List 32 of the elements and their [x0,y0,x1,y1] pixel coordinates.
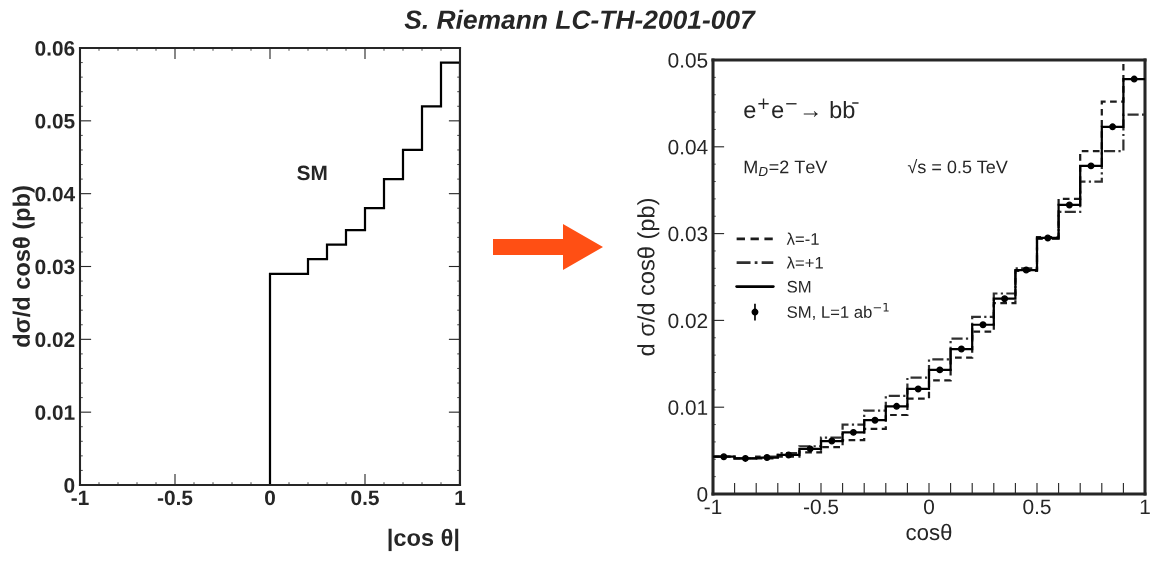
y-tick-label: 0.06 [35,41,75,56]
y-tick-label: 0.05 [668,53,708,68]
annotation: M$_{D}$=2 TeV [744,160,828,177]
y-tick-label: 0.03 [35,259,75,275]
x-tick-label: -0.5 [157,490,193,506]
y-tick-label: 0.05 [35,113,75,129]
y-axis-title: dσ/d cosθ (pb) [12,186,35,347]
x-tick-label: 0 [924,499,934,515]
y-tick-label: 0.01 [668,400,708,415]
x-tick-label: 1 [455,490,466,505]
y-tick-label: 0.04 [668,139,708,155]
x-axis-title: cosθ [906,523,952,541]
x-tick-label: 0 [265,490,275,506]
x-tick-label: -0.5 [803,499,839,515]
x-axis-title: |cos θ| [388,528,459,552]
annotation: SM [297,165,327,181]
y-axis-title: d σ/d cosθ (pb) [637,198,660,356]
x-tick-label: 0.5 [1023,499,1051,515]
y-tick-label: 0.04 [35,186,76,202]
annotation: e$^{+}$e$^{−}$→ bb̄ [744,98,859,119]
y-tick-label: 0.01 [35,405,75,420]
y-tick-label: 0.02 [668,313,708,329]
x-tick-label: 0.5 [351,490,379,506]
y-tick-label: 0.02 [35,332,75,348]
text: S. Riemann LC-TH-2001-007 [404,9,756,30]
legend-label: SM, L=1 ab$^{−1}$ [787,302,889,320]
annotation: √s = 0.5 TeV [907,158,1008,174]
legend-label: SM [787,280,811,293]
legend-label: λ=-1 [786,232,819,245]
x-tick-label: 1 [1140,499,1150,514]
y-tick-label: 0.03 [668,226,708,242]
legend-label: λ=+1 [786,256,823,269]
